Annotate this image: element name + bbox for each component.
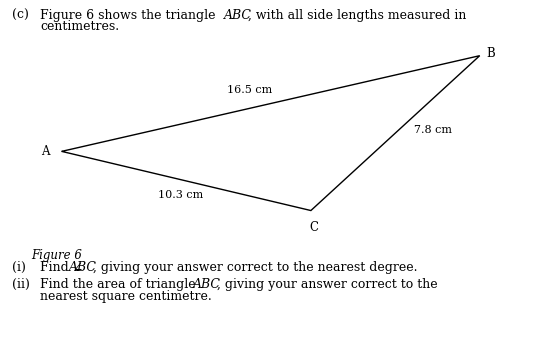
Text: B: B	[486, 47, 495, 61]
Text: , with all side lengths measured in: , with all side lengths measured in	[248, 9, 466, 22]
Text: (c): (c)	[12, 9, 28, 22]
Text: Find the area of triangle: Find the area of triangle	[40, 278, 200, 291]
Text: 7.8 cm: 7.8 cm	[414, 125, 452, 135]
Text: ABC: ABC	[224, 9, 252, 22]
Text: centimetres.: centimetres.	[40, 20, 120, 33]
Text: ABC: ABC	[69, 261, 96, 274]
Text: , giving your answer correct to the nearest degree.: , giving your answer correct to the near…	[93, 261, 417, 274]
Text: 10.3 cm: 10.3 cm	[158, 190, 204, 200]
Text: (ii): (ii)	[12, 278, 29, 291]
Text: 16.5 cm: 16.5 cm	[227, 85, 272, 95]
Text: nearest square centimetre.: nearest square centimetre.	[40, 290, 212, 302]
Text: , giving your answer correct to the: , giving your answer correct to the	[217, 278, 437, 291]
Text: C: C	[309, 221, 318, 234]
Text: A: A	[41, 145, 50, 158]
Text: ABC: ABC	[193, 278, 221, 291]
Text: (i): (i)	[12, 261, 26, 274]
Text: Figure 6: Figure 6	[31, 249, 82, 262]
Text: Figure 6 shows the triangle: Figure 6 shows the triangle	[40, 9, 220, 22]
Text: Find ∠: Find ∠	[40, 261, 84, 274]
